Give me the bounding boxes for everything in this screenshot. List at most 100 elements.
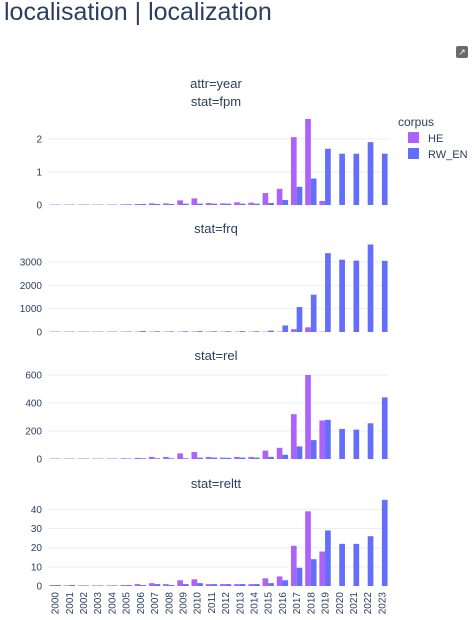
legend-swatch-rw-en[interactable] — [408, 148, 419, 159]
bar-rw-en-2000[interactable] — [55, 585, 61, 586]
bar-rw-en-2010[interactable] — [197, 331, 203, 332]
bar-he-2001[interactable] — [63, 585, 70, 586]
bar-rw-en-2004[interactable] — [111, 585, 118, 586]
bar-he-2013[interactable] — [234, 202, 240, 205]
bar-rw-en-2014[interactable] — [254, 584, 260, 586]
bar-he-2005[interactable] — [120, 585, 127, 586]
bar-rw-en-2018[interactable] — [310, 559, 317, 586]
legend-label-rw-en[interactable]: RW_EN — [428, 149, 468, 161]
bar-he-2015[interactable] — [262, 450, 269, 459]
bar-he-2010[interactable] — [191, 452, 198, 459]
bar-rw-en-2008[interactable] — [168, 458, 175, 459]
bar-he-2014[interactable] — [248, 584, 255, 586]
bar-rw-en-2007[interactable] — [154, 331, 161, 332]
bar-rw-en-2022[interactable] — [367, 244, 374, 333]
bar-he-2003[interactable] — [92, 585, 98, 586]
bar-rw-en-2008[interactable] — [168, 204, 175, 205]
bar-rw-en-2015[interactable] — [268, 583, 274, 586]
bar-rw-en-2012[interactable] — [225, 331, 232, 332]
bar-rw-en-2012[interactable] — [225, 584, 232, 586]
bar-rw-en-2023[interactable] — [381, 499, 388, 586]
bar-rw-en-2016[interactable] — [282, 325, 289, 332]
bar-rw-en-2008[interactable] — [168, 331, 175, 332]
bar-he-2007[interactable] — [148, 456, 155, 459]
bar-he-2012[interactable] — [219, 457, 226, 459]
bar-rw-en-2008[interactable] — [168, 585, 175, 586]
bar-rw-en-2006[interactable] — [140, 458, 147, 459]
bar-he-2017[interactable] — [290, 137, 297, 205]
bar-he-2018[interactable] — [305, 327, 311, 332]
bar-rw-en-2016[interactable] — [282, 200, 289, 205]
bar-he-2019[interactable] — [319, 551, 326, 586]
bar-rw-en-2015[interactable] — [268, 330, 274, 332]
bar-rw-en-2020[interactable] — [339, 543, 345, 586]
bar-he-2008[interactable] — [163, 584, 169, 586]
bar-he-2013[interactable] — [234, 456, 240, 459]
bar-he-2010[interactable] — [191, 579, 198, 586]
bar-he-2017[interactable] — [290, 545, 297, 586]
bar-rw-en-2021[interactable] — [353, 429, 360, 459]
bar-rw-en-2001[interactable] — [69, 585, 75, 586]
bar-he-2017[interactable] — [290, 329, 297, 332]
bar-rw-en-2006[interactable] — [140, 585, 147, 586]
bar-rw-en-2017[interactable] — [296, 567, 303, 586]
bar-he-2018[interactable] — [305, 118, 311, 205]
bar-he-2016[interactable] — [276, 576, 283, 586]
bar-rw-en-2023[interactable] — [381, 397, 388, 459]
bar-rw-en-2006[interactable] — [140, 331, 147, 332]
bar-rw-en-2017[interactable] — [296, 186, 303, 205]
bar-rw-en-2011[interactable] — [211, 457, 218, 459]
bar-he-2018[interactable] — [305, 375, 311, 459]
bar-he-2019[interactable] — [319, 420, 326, 460]
bar-rw-en-2012[interactable] — [225, 203, 232, 205]
bar-rw-en-2009[interactable] — [182, 203, 189, 205]
bar-rw-en-2018[interactable] — [310, 294, 317, 332]
bar-rw-en-2011[interactable] — [211, 331, 218, 332]
bar-rw-en-2022[interactable] — [367, 423, 374, 459]
bar-rw-en-2015[interactable] — [268, 456, 274, 459]
bar-rw-en-2017[interactable] — [296, 446, 303, 459]
bar-rw-en-2014[interactable] — [254, 331, 260, 332]
bar-rw-en-2007[interactable] — [154, 204, 161, 205]
expand-arrow-icon[interactable]: ↗ — [456, 46, 468, 58]
bar-rw-en-2021[interactable] — [353, 260, 360, 332]
bar-rw-en-2018[interactable] — [310, 178, 317, 205]
bar-he-2006[interactable] — [134, 457, 141, 459]
bar-rw-en-2019[interactable] — [325, 148, 331, 205]
bar-he-2007[interactable] — [148, 583, 155, 586]
bar-rw-en-2020[interactable] — [339, 428, 345, 459]
bar-rw-en-2006[interactable] — [140, 204, 147, 205]
bar-he-2016[interactable] — [276, 188, 283, 205]
bar-rw-en-2010[interactable] — [197, 203, 203, 205]
bar-rw-en-2010[interactable] — [197, 583, 203, 586]
bar-he-2004[interactable] — [106, 585, 112, 586]
bar-rw-en-2005[interactable] — [126, 585, 132, 586]
bar-he-2015[interactable] — [262, 193, 269, 205]
bar-rw-en-2021[interactable] — [353, 153, 360, 205]
bar-rw-en-2013[interactable] — [239, 331, 246, 332]
bar-he-2010[interactable] — [191, 198, 198, 205]
bar-rw-en-2017[interactable] — [296, 307, 303, 332]
bar-he-2008[interactable] — [163, 203, 169, 205]
bar-rw-en-2011[interactable] — [211, 584, 218, 586]
bar-rw-en-2013[interactable] — [239, 457, 246, 459]
bar-rw-en-2013[interactable] — [239, 203, 246, 205]
bar-rw-en-2009[interactable] — [182, 458, 189, 459]
bar-rw-en-2010[interactable] — [197, 457, 203, 459]
bar-rw-en-2007[interactable] — [154, 584, 161, 586]
legend-label-he[interactable]: HE — [428, 133, 443, 145]
bar-rw-en-2012[interactable] — [225, 457, 232, 459]
bar-he-2015[interactable] — [262, 578, 269, 586]
bar-rw-en-2016[interactable] — [282, 454, 289, 459]
bar-rw-en-2007[interactable] — [154, 458, 161, 459]
legend-swatch-he[interactable] — [408, 132, 419, 143]
bar-rw-en-2018[interactable] — [310, 440, 317, 459]
bar-he-2002[interactable] — [77, 585, 84, 586]
bar-rw-en-2019[interactable] — [325, 419, 331, 459]
bar-he-2011[interactable] — [205, 203, 212, 205]
bar-he-2000[interactable] — [49, 585, 56, 586]
bar-rw-en-2009[interactable] — [182, 331, 189, 332]
bar-rw-en-2005[interactable] — [126, 204, 132, 205]
bar-he-2005[interactable] — [120, 204, 127, 205]
bar-he-2007[interactable] — [148, 203, 155, 205]
